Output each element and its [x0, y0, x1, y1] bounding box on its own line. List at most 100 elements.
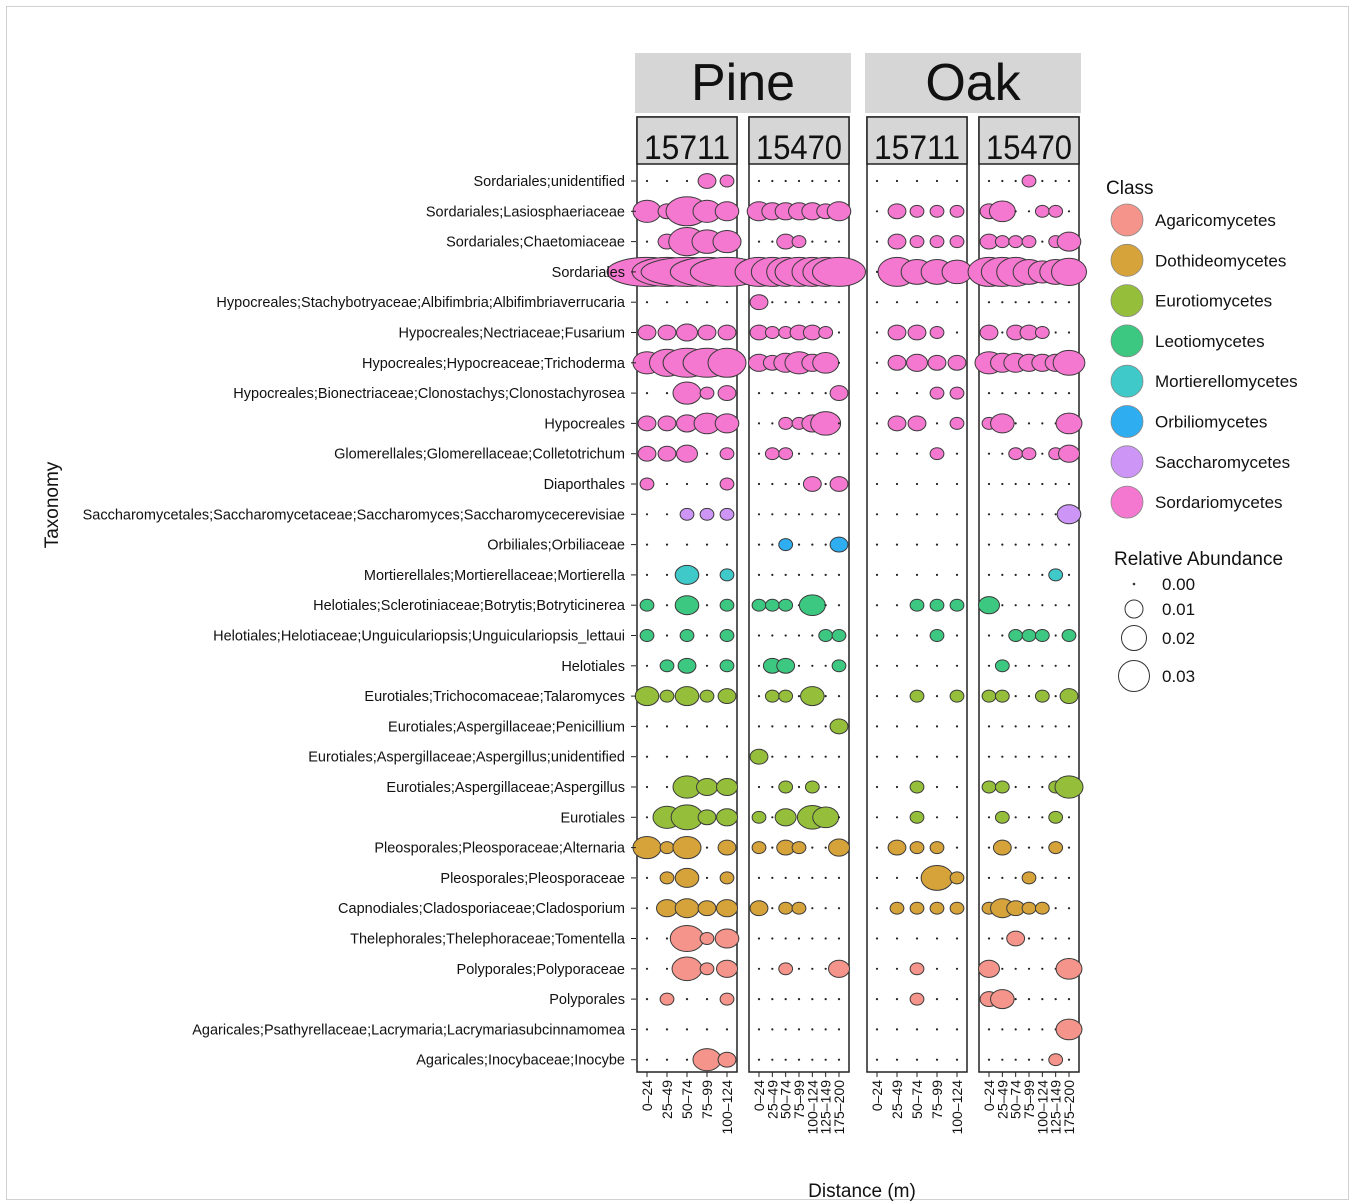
data-point — [929, 629, 945, 642]
data-point — [1014, 392, 1017, 395]
data-point — [1067, 755, 1071, 758]
data-point — [784, 301, 787, 304]
data-point — [955, 179, 959, 183]
data-point — [771, 876, 774, 880]
data-point — [771, 725, 774, 728]
y-tick-label: Polyporales;Polyporaceae — [457, 962, 625, 978]
data-point — [645, 1028, 649, 1031]
legend-size-swatch — [1124, 599, 1144, 619]
data-point — [875, 210, 879, 213]
legend-class-swatch — [1110, 445, 1144, 479]
data-point — [895, 755, 899, 758]
data-point — [685, 543, 689, 546]
data-point — [657, 445, 677, 462]
data-point — [665, 543, 669, 546]
plot-id-label: 15470 — [756, 129, 842, 167]
data-point — [632, 836, 662, 860]
x-tick-label: 25–49 — [764, 1080, 780, 1119]
data-point — [895, 664, 899, 667]
data-point — [1054, 937, 1057, 940]
data-point — [676, 444, 698, 463]
data-point — [797, 482, 801, 486]
data-point — [1067, 998, 1071, 1001]
data-point — [824, 876, 827, 880]
data-point — [895, 695, 899, 698]
data-point — [915, 573, 919, 577]
data-point — [994, 235, 1010, 249]
data-point — [978, 959, 1000, 978]
data-point — [987, 725, 991, 728]
data-point — [645, 725, 649, 728]
data-point — [674, 564, 700, 585]
data-point — [811, 876, 814, 880]
data-point — [955, 543, 959, 546]
data-point — [705, 482, 709, 486]
data-point — [696, 777, 718, 797]
data-point — [875, 361, 879, 364]
data-point — [797, 179, 801, 183]
data-point — [639, 598, 655, 612]
data-point — [1054, 634, 1057, 637]
legend-class-swatch — [1110, 203, 1144, 237]
data-point — [1051, 257, 1087, 286]
data-point — [1067, 301, 1071, 304]
site-strip — [865, 53, 1081, 113]
data-point — [705, 1028, 709, 1031]
data-point — [685, 301, 689, 304]
data-point — [645, 785, 649, 789]
data-point — [674, 898, 700, 919]
data-point — [915, 634, 919, 637]
data-point — [705, 604, 709, 607]
data-point — [697, 809, 717, 826]
data-point — [811, 937, 814, 940]
data-point — [811, 1028, 814, 1031]
data-point — [895, 1058, 899, 1061]
data-point — [935, 967, 939, 970]
data-point — [955, 573, 959, 577]
data-point — [875, 664, 879, 667]
data-point — [915, 513, 919, 516]
data-point — [771, 755, 774, 758]
data-point — [665, 634, 669, 637]
data-point — [987, 179, 991, 183]
y-tick-label: Polyporales — [549, 992, 625, 1008]
data-point — [1001, 482, 1004, 486]
data-point — [887, 354, 907, 371]
data-point — [1067, 725, 1071, 728]
data-point — [935, 513, 939, 516]
x-tick-label: 0–24 — [869, 1080, 885, 1111]
data-point — [955, 301, 959, 304]
data-point — [935, 816, 939, 819]
data-point — [955, 634, 959, 637]
data-point — [875, 907, 879, 910]
x-tick-label: 25–49 — [889, 1080, 905, 1119]
data-point — [749, 294, 769, 311]
data-point — [955, 816, 959, 819]
y-tick-label: Eurotiales — [561, 810, 625, 826]
data-point — [981, 689, 997, 703]
data-point — [665, 755, 669, 758]
y-tick-label: Eurotiales;Trichocomaceae;Talaromyces — [364, 689, 625, 705]
y-tick-label: Orbiliales;Orbiliaceae — [487, 538, 625, 554]
data-point — [935, 301, 939, 304]
data-point — [1041, 240, 1044, 243]
y-tick-label: Thelephorales;Thelephoraceae;Tomentella — [350, 932, 626, 948]
data-point — [657, 324, 677, 341]
data-point — [829, 476, 849, 492]
data-point — [895, 634, 899, 637]
data-point — [705, 664, 709, 667]
data-point — [659, 689, 675, 703]
data-point — [645, 573, 649, 577]
data-point — [1021, 235, 1037, 249]
data-point — [645, 876, 649, 880]
data-point — [955, 967, 959, 970]
y-tick-label: Mortierellales;Mortierellaceae;Mortierel… — [364, 568, 626, 584]
x-tick-label: 100–124 — [1034, 1080, 1050, 1135]
plot-id-label: 15470 — [986, 129, 1072, 167]
data-point — [1041, 392, 1044, 395]
data-point — [1041, 482, 1044, 486]
data-point — [895, 604, 899, 607]
data-point — [784, 482, 787, 486]
data-point — [1041, 967, 1044, 970]
data-point — [784, 634, 787, 637]
